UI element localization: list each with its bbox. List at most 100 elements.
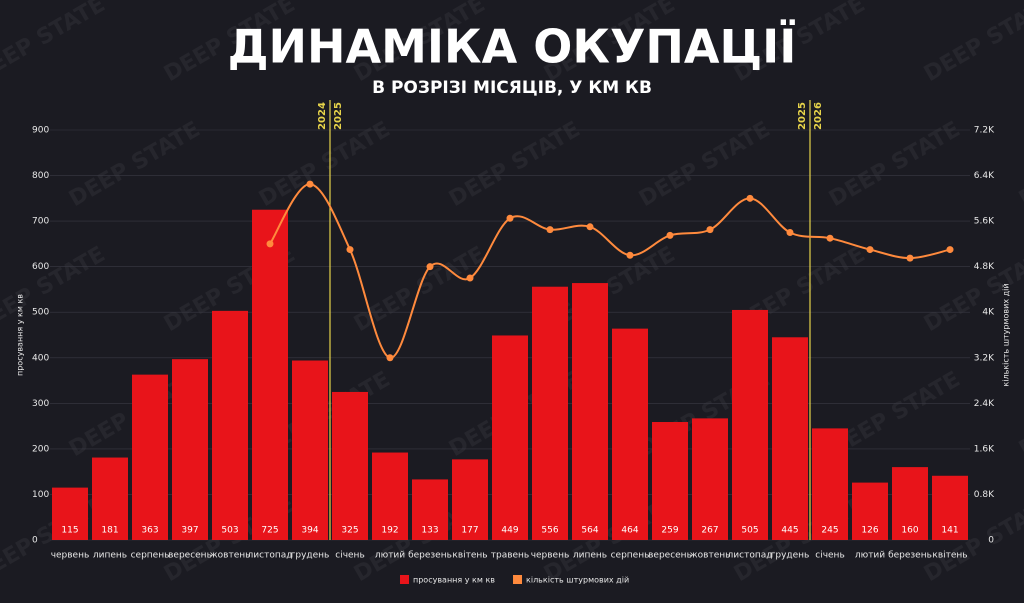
bar <box>252 209 288 540</box>
data-label: 564 <box>581 526 598 536</box>
x-tick-label: червень <box>531 551 570 561</box>
line-point <box>946 246 954 254</box>
x-tick-label: серпень <box>611 551 650 561</box>
y2-tick-label: 5.6K <box>974 217 995 227</box>
y-tick-label: 900 <box>32 126 49 136</box>
bar <box>292 360 328 540</box>
y2-tick-label: 2.4K <box>974 399 995 409</box>
bar <box>492 335 528 540</box>
y2-tick-label: 1.6K <box>974 444 995 454</box>
x-tick-label: квітень <box>932 551 967 561</box>
x-tick-label: жовтень <box>210 551 251 561</box>
y2-tick-label: 6.4K <box>974 171 995 181</box>
line-point <box>266 240 274 248</box>
x-tick-label: липень <box>573 551 607 561</box>
x-tick-label: грудень <box>771 551 810 561</box>
line-point <box>866 246 874 254</box>
y-tick-label: 200 <box>32 444 49 454</box>
data-label: 449 <box>501 526 518 536</box>
data-label: 160 <box>901 526 918 536</box>
y2-axis-label: кількість штурмових дій <box>1002 283 1011 386</box>
data-label: 141 <box>941 526 958 536</box>
line-point <box>306 180 314 188</box>
line-point <box>506 214 514 222</box>
chart-title: ДИНАМІКА ОКУПАЦІЇ <box>228 20 797 74</box>
y-tick-label: 300 <box>32 399 49 409</box>
y-tick-label: 0 <box>32 536 38 546</box>
data-label: 115 <box>61 526 78 536</box>
x-tick-label: вересень <box>648 551 692 561</box>
bar <box>212 310 248 540</box>
y2-tick-label: 0.8K <box>974 490 995 500</box>
line-point <box>466 274 474 282</box>
line-point <box>626 251 634 259</box>
bar <box>452 459 488 540</box>
year-label: 2024 <box>317 102 328 130</box>
legend-swatch <box>513 575 523 584</box>
y2-tick-label: 3.2K <box>974 353 995 363</box>
line-point <box>346 246 354 254</box>
bar <box>332 391 368 540</box>
bar <box>372 452 408 540</box>
data-label: 181 <box>101 526 118 536</box>
x-tick-label: березень <box>408 551 452 561</box>
y2-tick-label: 0 <box>988 536 994 546</box>
line-point <box>546 226 554 234</box>
data-label: 133 <box>421 526 438 536</box>
year-label: 2026 <box>813 102 824 130</box>
y2-tick-label: 4.8K <box>974 262 995 272</box>
data-label: 725 <box>261 526 278 536</box>
x-tick-label: лютий <box>375 551 405 561</box>
y-tick-label: 500 <box>32 308 49 318</box>
legend-label: кількість штурмових дій <box>526 576 629 585</box>
data-label: 192 <box>381 526 398 536</box>
bar <box>52 487 88 540</box>
y2-tick-label: 7.2K <box>974 126 995 136</box>
line-point <box>386 354 394 362</box>
x-tick-label: травень <box>491 551 530 561</box>
year-label: 2025 <box>333 102 344 130</box>
bar <box>412 479 448 540</box>
bar <box>92 457 128 540</box>
x-tick-label: березень <box>888 551 932 561</box>
legend-label: просування у км кв <box>413 576 495 585</box>
x-tick-label: липень <box>93 551 127 561</box>
data-label: 325 <box>341 526 358 536</box>
y-axis-label: просування у км кв <box>16 294 25 376</box>
x-tick-label: січень <box>815 551 845 561</box>
x-tick-label: квітень <box>452 551 487 561</box>
line-point <box>666 231 674 239</box>
bar <box>932 475 968 540</box>
x-tick-label: лютий <box>855 551 885 561</box>
bar <box>612 328 648 540</box>
line-point <box>906 254 914 262</box>
y2-tick-label: 4K <box>982 308 995 318</box>
data-label: 245 <box>821 526 838 536</box>
bar <box>852 482 888 540</box>
x-tick-label: червень <box>51 551 90 561</box>
x-tick-label: листопад <box>248 551 293 561</box>
x-tick-label: січень <box>335 551 365 561</box>
bar <box>692 418 728 540</box>
y-tick-label: 100 <box>32 490 49 500</box>
line-point <box>426 263 434 271</box>
x-tick-label: листопад <box>728 551 773 561</box>
bar <box>892 467 928 540</box>
line-point <box>826 234 834 242</box>
y-tick-label: 800 <box>32 171 49 181</box>
bar <box>572 283 608 540</box>
x-tick-label: грудень <box>291 551 330 561</box>
data-label: 126 <box>861 526 878 536</box>
x-tick-label: вересень <box>168 551 212 561</box>
bar <box>132 374 168 540</box>
bar <box>172 359 208 540</box>
line-point <box>706 226 714 234</box>
bar <box>772 337 808 540</box>
bar <box>812 428 848 540</box>
data-label: 445 <box>781 526 798 536</box>
data-label: 505 <box>741 526 758 536</box>
bar <box>532 286 568 540</box>
line-point <box>586 223 594 231</box>
chart-subtitle: В РОЗРІЗІ МІСЯЦІВ, У КМ КВ <box>372 78 652 98</box>
